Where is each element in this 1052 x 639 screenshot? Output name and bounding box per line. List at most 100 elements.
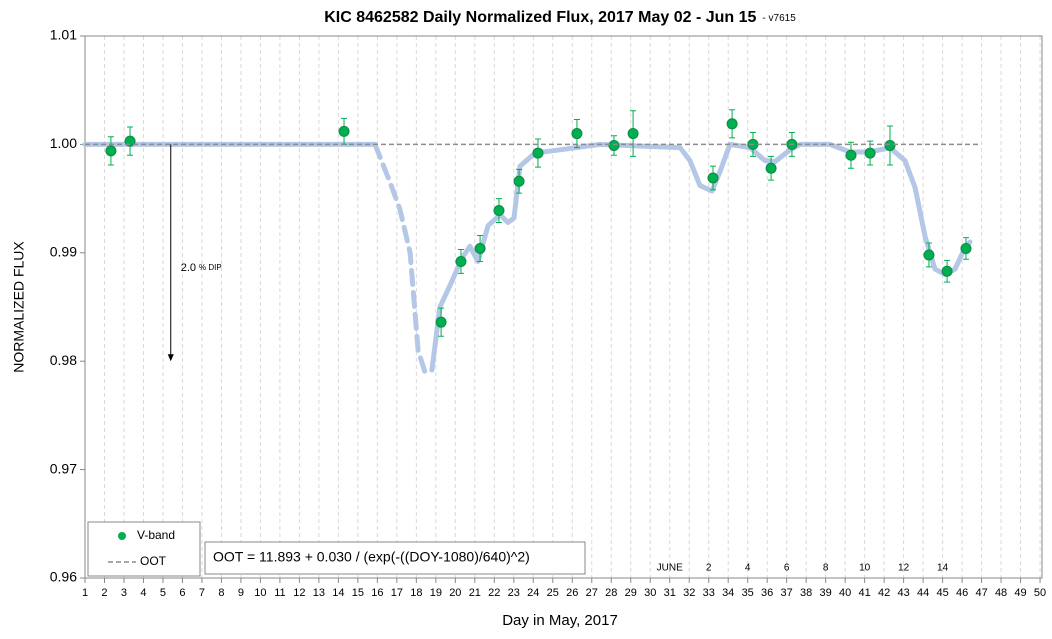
title-version: - v7615 <box>762 13 796 24</box>
data-point <box>884 139 896 151</box>
x-tick-label: 38 <box>800 587 812 599</box>
y-tick-label: 0.97 <box>50 460 77 476</box>
data-point <box>960 242 972 254</box>
x-tick-label: 32 <box>683 587 695 599</box>
x-tick-label: 46 <box>956 587 968 599</box>
june-label: 2 <box>706 563 712 574</box>
x-tick-label: 29 <box>625 587 637 599</box>
title-main: KIC 8462582 Daily Normalized Flux, 2017 … <box>324 9 756 26</box>
legend-label: V-band <box>137 528 175 542</box>
x-tick-label: 43 <box>897 587 909 599</box>
x-tick-label: 20 <box>449 587 461 599</box>
plot-frame <box>84 35 1043 579</box>
june-label: 8 <box>823 563 829 574</box>
legend-box <box>87 521 201 577</box>
x-tick-label: 48 <box>995 587 1007 599</box>
x-tick-label: 18 <box>410 587 422 599</box>
x-tick-label: 41 <box>859 587 871 599</box>
data-point <box>765 162 777 174</box>
x-tick-label: 36 <box>761 587 773 599</box>
data-point <box>726 118 738 130</box>
x-tick-label: 37 <box>781 587 793 599</box>
x-tick-label: 10 <box>254 587 266 599</box>
y-tick-label: 0.99 <box>50 244 77 260</box>
x-tick-label: 45 <box>936 587 948 599</box>
x-tick-label: 39 <box>820 587 832 599</box>
data-point <box>864 147 876 159</box>
june-label: 14 <box>937 563 949 574</box>
y-axis-label: NORMALIZED FLUX <box>11 241 27 373</box>
formula: OOT = 11.893 + 0.030 / (exp(-((DOY-1080)… <box>213 549 530 565</box>
data-point <box>435 316 447 328</box>
x-tick-label: 49 <box>1014 587 1026 599</box>
x-tick-label: 31 <box>664 587 676 599</box>
x-tick-label: 15 <box>352 587 364 599</box>
data-point <box>941 265 953 277</box>
x-tick-label: 12 <box>293 587 305 599</box>
legend: V-band OOT <box>87 521 201 577</box>
june-label: 6 <box>784 563 790 574</box>
x-tick-label: 8 <box>218 587 224 599</box>
y-tick-label: 0.98 <box>50 352 77 368</box>
x-tick-label: 47 <box>975 587 987 599</box>
x-tick-label: 40 <box>839 587 851 599</box>
x-tick-label: 22 <box>488 587 500 599</box>
x-tick-label: 3 <box>121 587 127 599</box>
dip-label: 2.0% DIP <box>181 262 222 274</box>
june-label: 10 <box>859 563 871 574</box>
y-tick-label: 1.00 <box>50 135 77 151</box>
x-tick-label: 42 <box>878 587 890 599</box>
data-point <box>532 147 544 159</box>
data-point <box>124 135 136 147</box>
chart-title: KIC 8462582 Daily Normalized Flux, 2017 … <box>324 9 796 26</box>
x-tick-label: 25 <box>547 587 559 599</box>
june-label: 12 <box>898 563 910 574</box>
legend-marker <box>118 532 126 540</box>
x-tick-label: 1 <box>82 587 88 599</box>
x-tick-label: 21 <box>469 587 481 599</box>
x-tick-label: 2 <box>101 587 107 599</box>
model-curve <box>429 141 973 373</box>
x-tick-label: 19 <box>430 587 442 599</box>
formula-box <box>204 541 586 575</box>
y-tick-label: 1.01 <box>50 27 77 43</box>
june-label: 4 <box>745 563 751 574</box>
data-point <box>923 249 935 261</box>
x-tick-label: 7 <box>199 587 205 599</box>
x-tick-label: 28 <box>605 587 617 599</box>
x-tick-label: 13 <box>313 587 325 599</box>
x-axis-label: Day in May, 2017 <box>502 612 618 629</box>
x-tick-label: 4 <box>140 587 146 599</box>
x-tick-label: 17 <box>391 587 403 599</box>
x-tick-label: 24 <box>527 587 539 599</box>
data-point <box>455 255 467 267</box>
dip-value: 2.0 <box>181 262 196 274</box>
data-point <box>474 242 486 254</box>
x-tick-label: 30 <box>644 587 656 599</box>
data-point <box>571 128 583 140</box>
plot-area: 1 2 3 4 5 6 7 8 9 10 11 12 13 14 15 16 17 18 19 20 21 22 23 24 2… <box>50 27 1046 599</box>
x-tick-label: 23 <box>508 587 520 599</box>
legend-label: OOT <box>140 554 167 568</box>
data-point <box>338 125 350 137</box>
data-point <box>845 149 857 161</box>
y-tick-label: 0.96 <box>50 569 77 585</box>
june-label: JUNE <box>657 563 683 574</box>
data-point <box>493 205 505 217</box>
dip-arrow-head <box>167 354 174 362</box>
data-point <box>105 145 117 157</box>
x-tick-label: 16 <box>371 587 383 599</box>
data-point <box>627 128 639 140</box>
x-tick-label: 33 <box>703 587 715 599</box>
x-tick-label: 34 <box>722 587 734 599</box>
x-tick-label: 11 <box>274 587 285 599</box>
x-tick-label: 44 <box>917 587 929 599</box>
x-tick-label: 6 <box>179 587 185 599</box>
data-point <box>513 175 525 187</box>
data-point <box>608 139 620 151</box>
x-tick-label: 27 <box>586 587 598 599</box>
model-curve <box>372 141 435 375</box>
x-tick-label: 14 <box>332 587 344 599</box>
x-tick-label: 50 <box>1034 587 1046 599</box>
